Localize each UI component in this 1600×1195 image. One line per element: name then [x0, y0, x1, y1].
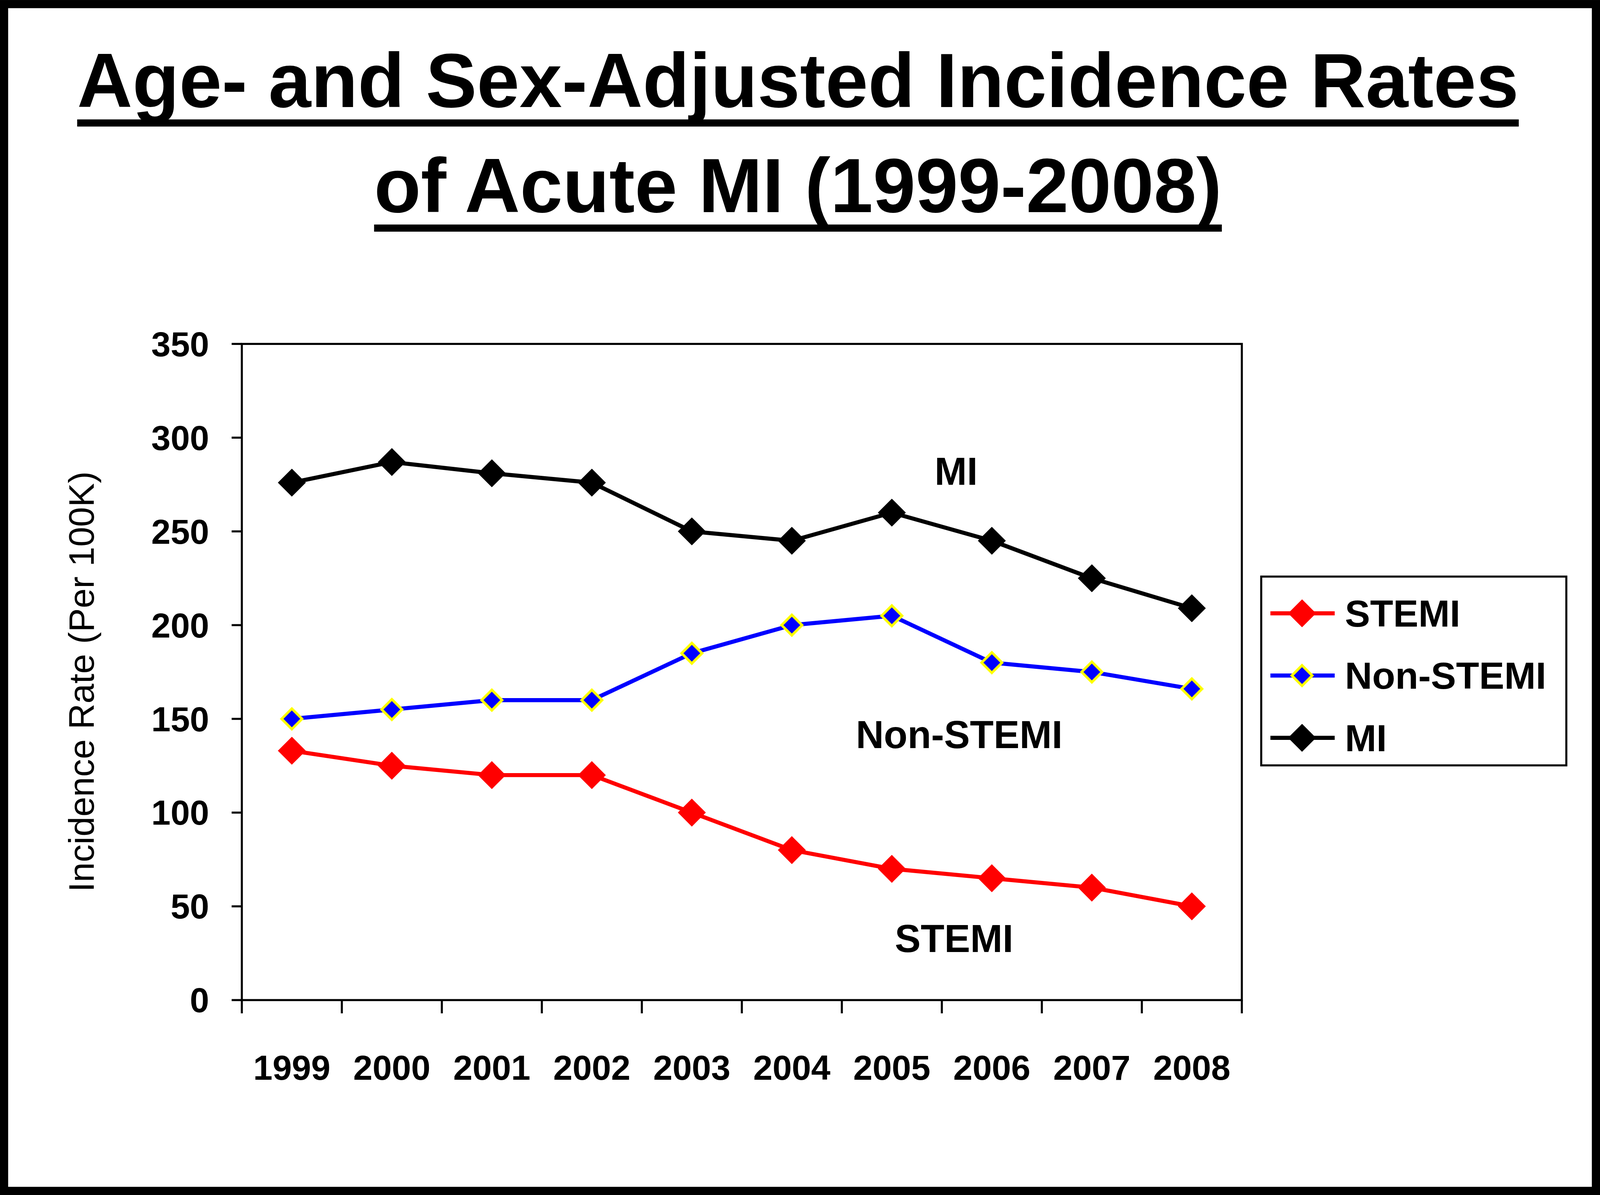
title: Age- and Sex-Adjusted Incidence Rates — [77, 37, 1519, 124]
y-axis-label: Incidence Rate (Per 100K) — [61, 471, 102, 892]
x-tick-label: 2000 — [353, 1048, 431, 1088]
x-tick-label: 2004 — [753, 1048, 831, 1088]
legend-box — [1261, 576, 1567, 766]
y-tick — [231, 811, 242, 814]
y-tick — [231, 342, 242, 345]
x-tick-label: 2005 — [853, 1048, 931, 1088]
legend-label: STEMI — [1344, 592, 1461, 635]
x-tick-label: 2006 — [953, 1048, 1031, 1088]
x-tick — [840, 1000, 843, 1014]
series-marker — [378, 752, 406, 779]
x-tick — [640, 1000, 643, 1014]
x-tick — [240, 1000, 243, 1014]
y-tick-label: 200 — [151, 606, 209, 645]
annotation: MI — [934, 449, 978, 493]
series-line — [291, 750, 1192, 907]
x-tick-label: 1999 — [253, 1048, 331, 1088]
legend-label: Non-STEMI — [1344, 654, 1547, 697]
series-marker — [478, 761, 506, 789]
x-tick-label: 2007 — [1053, 1048, 1131, 1088]
outer-frame — [3, 3, 1596, 1191]
series-marker — [481, 689, 502, 711]
y-tick — [231, 905, 242, 908]
legend-marker — [1288, 600, 1316, 627]
x-tick-label: 2001 — [453, 1048, 531, 1088]
title: of Acute MI (1999-2008) — [374, 142, 1222, 229]
series-marker — [381, 699, 402, 720]
y-tick-label: 50 — [170, 887, 210, 926]
x-tick — [340, 1000, 343, 1014]
background — [0, 0, 1600, 1195]
series-marker — [978, 864, 1006, 892]
title-underline — [77, 119, 1519, 127]
x-tick — [1240, 1000, 1243, 1014]
series-marker — [1078, 564, 1106, 592]
x-tick-label: 2008 — [1153, 1048, 1231, 1088]
series-marker — [578, 469, 606, 497]
annotation: Non-STEMI — [855, 712, 1063, 757]
y-tick-label: 250 — [151, 512, 209, 552]
x-tick — [940, 1000, 943, 1014]
y-tick — [231, 530, 242, 533]
series-marker — [278, 737, 306, 765]
series-marker — [781, 614, 802, 636]
legend-label: MI — [1344, 717, 1387, 759]
series-marker — [978, 527, 1006, 554]
legend-marker — [1288, 724, 1316, 752]
plot-area — [278, 448, 1206, 920]
y-tick — [231, 717, 242, 720]
y-tick — [231, 998, 242, 1001]
annotation: STEMI — [894, 916, 1014, 961]
series-line — [291, 462, 1192, 609]
legend-marker — [1291, 665, 1313, 686]
x-tick — [1140, 1000, 1143, 1014]
y-tick — [231, 436, 242, 439]
series-marker — [1078, 874, 1106, 901]
x-tick-label: 2003 — [653, 1048, 731, 1088]
series-marker — [678, 517, 706, 545]
series-marker — [1081, 661, 1102, 683]
series-marker — [881, 605, 902, 626]
series-marker — [578, 761, 606, 789]
x-tick — [440, 1000, 443, 1014]
x-tick — [1040, 1000, 1043, 1014]
series-line — [291, 615, 1192, 719]
y-tick-label: 350 — [151, 325, 209, 364]
y-tick-label: 150 — [151, 700, 209, 739]
series-marker — [778, 836, 806, 864]
series-marker — [1181, 678, 1202, 699]
series-marker — [981, 652, 1002, 673]
series-marker — [681, 642, 702, 664]
series-marker — [678, 799, 706, 826]
series-marker — [1178, 594, 1206, 622]
series-marker — [878, 499, 906, 526]
x-tick — [540, 1000, 543, 1014]
series-marker — [1178, 892, 1206, 920]
x-tick-label: 2002 — [553, 1048, 631, 1088]
y-tick — [231, 624, 242, 627]
series-marker — [878, 855, 906, 883]
series-marker — [581, 689, 602, 711]
series-marker — [281, 708, 302, 729]
series-marker — [778, 527, 806, 554]
title-underline — [374, 224, 1222, 232]
x-tick — [740, 1000, 743, 1014]
series-marker — [278, 469, 306, 497]
y-tick-label: 0 — [189, 980, 209, 1020]
chart: Age- and Sex-Adjusted Incidence Rates of … — [0, 0, 1600, 1195]
series-marker — [378, 448, 406, 476]
y-tick-label: 100 — [151, 793, 209, 833]
series-marker — [478, 460, 506, 487]
y-tick-label: 300 — [151, 418, 209, 458]
plot-frame — [241, 343, 1242, 1000]
